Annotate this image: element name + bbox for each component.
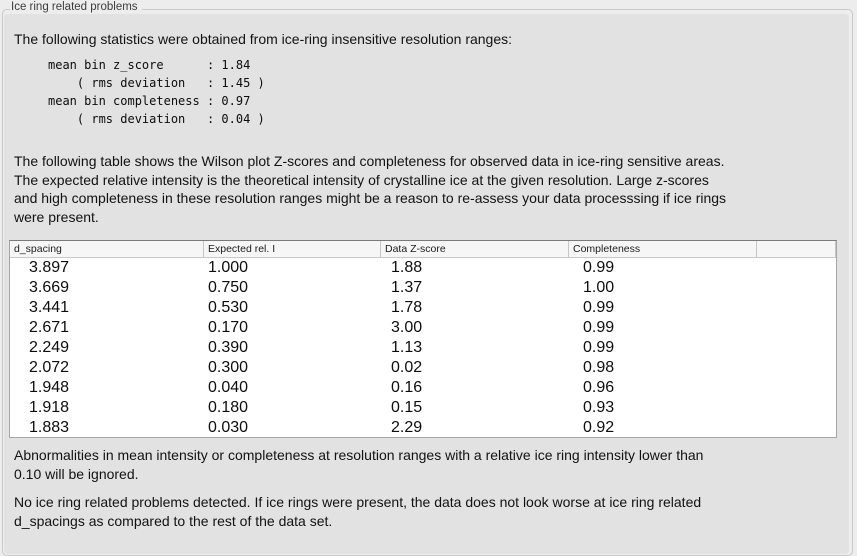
table-cell	[835, 358, 836, 378]
panel-title: Ice ring related problems	[10, 1, 142, 14]
table-cell: 0.030	[208, 419, 249, 436]
table-cell: 0.040	[208, 379, 249, 396]
table-cell: 0.96	[583, 379, 615, 396]
column-header-d-spacing[interactable]: d_spacing	[14, 243, 62, 255]
table-cell: 0.15	[391, 399, 423, 416]
table-cell: 1.883	[29, 419, 70, 436]
table-cell	[756, 398, 835, 418]
table-cell: 1.918	[29, 399, 70, 416]
table-row[interactable]: 3.669 0.750 1.37 1.00	[10, 278, 836, 298]
table-cell: 0.300	[208, 359, 249, 376]
table-cell	[835, 338, 836, 358]
note-text: Abnormalities in mean intensity or compl…	[14, 447, 704, 482]
table-cell	[835, 418, 836, 438]
column-header-data-z-score[interactable]: Data Z-score	[380, 241, 568, 257]
table-cell: 0.99	[583, 299, 615, 316]
table-cell: 1.13	[391, 339, 423, 356]
table-row[interactable]: 2.072 0.300 0.02 0.98	[10, 358, 836, 378]
table-cell	[835, 398, 836, 418]
table-cell: 0.750	[208, 279, 249, 296]
table-cell: 3.441	[29, 299, 70, 316]
table-cell: 0.02	[391, 359, 423, 376]
table-cell: 0.93	[583, 399, 615, 416]
table-cell: 1.00	[583, 279, 615, 296]
conclusion-text: No ice ring related problems detected. I…	[14, 494, 702, 529]
ice-ring-table: d_spacing Expected rel. I Data Z-score C…	[9, 240, 837, 438]
table-cell: 1.78	[391, 299, 423, 316]
table-cell: 3.897	[29, 259, 70, 276]
table-cell: 0.99	[583, 259, 615, 276]
table-cell	[756, 418, 835, 438]
table-cell: 2.072	[29, 359, 70, 376]
column-header-spacer	[756, 241, 835, 257]
table-cell	[756, 318, 835, 338]
table-row[interactable]: 2.249 0.390 1.13 0.99	[10, 338, 836, 358]
table-cell: 0.99	[583, 319, 615, 336]
table-cell	[835, 278, 836, 298]
table-cell: 3.00	[391, 319, 423, 336]
table-cell: 1.000	[208, 259, 249, 276]
table-cell	[756, 378, 835, 398]
table-cell	[756, 338, 835, 358]
table-cell: 2.671	[29, 319, 70, 336]
table-row[interactable]: 3.897 1.000 1.88 0.99	[10, 258, 836, 278]
table-cell	[835, 318, 836, 338]
table-cell: 0.180	[208, 399, 249, 416]
table-cell	[756, 358, 835, 378]
description-text: The following table shows the Wilson plo…	[14, 153, 727, 225]
table-cell: 1.948	[29, 379, 70, 396]
table-cell: 0.390	[208, 339, 249, 356]
table-cell: 0.530	[208, 299, 249, 316]
table-cell: 1.37	[391, 279, 423, 296]
table-row[interactable]: 1.883 0.030 2.29 0.92	[10, 418, 836, 438]
table-row[interactable]: 1.918 0.180 0.15 0.93	[10, 398, 836, 418]
table-cell	[756, 298, 835, 318]
table-cell: 2.249	[29, 339, 70, 356]
table-cell: 0.92	[583, 419, 615, 436]
stats-intro-text: The following statistics were obtained f…	[14, 31, 513, 47]
table-header-row: d_spacing Expected rel. I Data Z-score C…	[10, 241, 836, 258]
table-cell: 0.170	[208, 319, 249, 336]
table-cell: 0.16	[391, 379, 423, 396]
table-cell	[756, 278, 835, 298]
column-header-expected-rel-i[interactable]: Expected rel. I	[203, 241, 380, 257]
stats-block: mean bin z_score : 1.84 ( rms deviation …	[48, 58, 265, 126]
table-cell: 0.98	[583, 359, 615, 376]
table-cell	[835, 258, 836, 278]
table-cell	[756, 258, 835, 278]
column-header-completeness[interactable]: Completeness	[568, 241, 756, 257]
table-body: 3.897 1.000 1.88 0.99 3.669 0.750 1.37 1.00 3.44…	[10, 258, 836, 438]
table-cell: 2.29	[391, 419, 423, 436]
table-row[interactable]: 3.441 0.530 1.78 0.99	[10, 298, 836, 318]
table-row[interactable]: 2.671 0.170 3.00 0.99	[10, 318, 836, 338]
table-cell	[835, 298, 836, 318]
column-header-spacer-end	[835, 241, 840, 257]
table-cell: 1.88	[391, 259, 423, 276]
table-cell: 3.669	[29, 279, 70, 296]
table-cell	[835, 378, 836, 398]
table-row[interactable]: 1.948 0.040 0.16 0.96	[10, 378, 836, 398]
table-cell: 0.99	[583, 339, 615, 356]
